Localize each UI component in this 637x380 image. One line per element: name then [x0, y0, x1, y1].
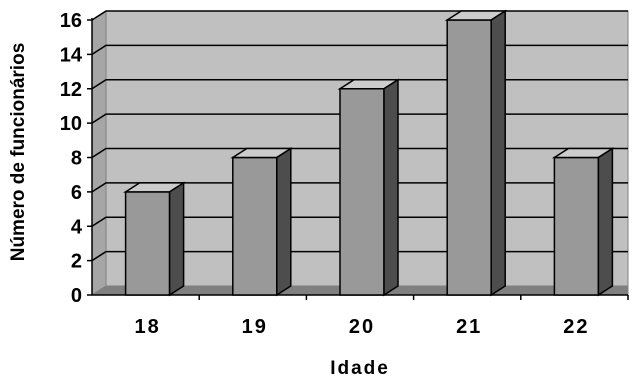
- x-tick-label: 21: [456, 316, 482, 338]
- y-tick-label: 4: [71, 216, 83, 238]
- gridline: [91, 10, 628, 21]
- x-tick-label: 20: [349, 316, 375, 338]
- x-axis-title: Idade: [330, 358, 390, 379]
- y-tick-label: 16: [60, 10, 82, 32]
- x-tick-label: 19: [242, 316, 268, 338]
- y-tick-label: 0: [71, 285, 82, 307]
- bar-front: [124, 191, 171, 296]
- y-axis-tick-labels: 0 2 4 6 8 10 12 14 16: [60, 10, 92, 307]
- x-tick-label: 22: [563, 316, 589, 338]
- y-tick-label: 8: [71, 148, 82, 170]
- y-tick-label: 14: [60, 44, 83, 66]
- x-axis-tick-labels: 18 19 20 21 22: [134, 295, 629, 338]
- bar-side: [276, 147, 292, 297]
- bar-side: [383, 78, 399, 297]
- bar-22: [551, 147, 615, 297]
- bar-front: [553, 156, 600, 296]
- bar-side: [597, 147, 614, 297]
- x-tick-label: 18: [134, 316, 160, 338]
- bar-21: [444, 9, 508, 297]
- bar-19: [230, 147, 294, 297]
- bar-20: [337, 78, 401, 297]
- bar-front: [232, 156, 278, 296]
- bar-side: [168, 181, 185, 297]
- bar-side: [490, 9, 506, 297]
- bar-front: [339, 88, 385, 296]
- bar-front: [446, 19, 492, 296]
- y-tick-label: 2: [71, 251, 82, 273]
- y-tick-label: 12: [60, 79, 82, 101]
- plot-area: [90, 9, 629, 297]
- bar-18: [123, 181, 187, 297]
- y-tick-label: 10: [60, 113, 82, 135]
- y-tick-label: 6: [71, 182, 82, 204]
- y-axis-title: Número de funcionários: [8, 43, 29, 262]
